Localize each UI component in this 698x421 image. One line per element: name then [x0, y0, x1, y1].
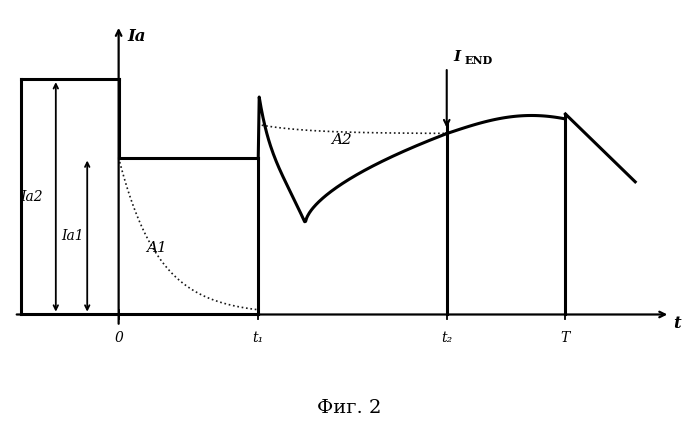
Text: Фиг. 2: Фиг. 2 [317, 399, 381, 417]
Text: t: t [674, 315, 681, 332]
Text: t₂: t₂ [441, 331, 452, 345]
Text: 0: 0 [114, 331, 123, 345]
Text: A2: A2 [332, 133, 352, 147]
Text: END: END [464, 55, 492, 66]
Text: t₁: t₁ [253, 331, 264, 345]
Text: I: I [454, 50, 461, 64]
Text: Ia1: Ia1 [61, 229, 84, 243]
Text: A1: A1 [147, 241, 168, 255]
Text: Ia: Ia [127, 28, 145, 45]
Text: T: T [560, 331, 570, 345]
Text: Ia2: Ia2 [21, 190, 43, 204]
